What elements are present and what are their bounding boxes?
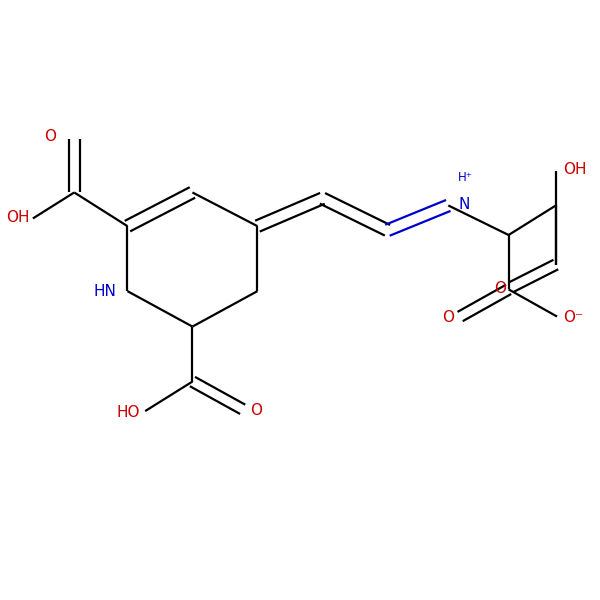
Text: O: O: [442, 310, 454, 325]
Text: OH: OH: [563, 163, 586, 178]
Text: O: O: [494, 281, 506, 296]
Text: H⁺: H⁺: [458, 170, 473, 184]
Text: OH: OH: [7, 210, 30, 225]
Text: HO: HO: [117, 405, 140, 420]
Text: N: N: [458, 197, 470, 212]
Text: O⁻: O⁻: [563, 310, 583, 325]
Text: O: O: [44, 129, 56, 144]
Text: HN: HN: [94, 284, 117, 299]
Text: O: O: [250, 403, 262, 418]
